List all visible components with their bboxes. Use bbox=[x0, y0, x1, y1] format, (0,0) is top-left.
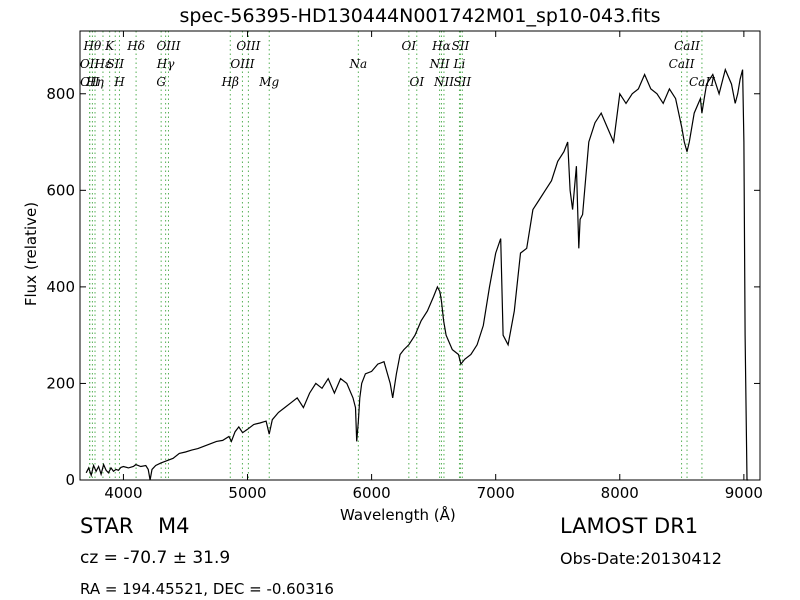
x-axis-label: Wavelength (Å) bbox=[340, 506, 456, 524]
line-marker-label: OII bbox=[80, 75, 100, 89]
object-class: STAR bbox=[80, 514, 134, 538]
line-marker-label: OI bbox=[409, 75, 424, 89]
line-marker-label: Li bbox=[453, 57, 466, 71]
line-marker-label: OI bbox=[402, 39, 417, 53]
line-marker-label: Hθ bbox=[83, 39, 102, 53]
plot-frame bbox=[79, 30, 761, 481]
line-markers bbox=[89, 31, 703, 480]
line-marker-label: SII bbox=[106, 57, 124, 71]
line-marker-label: H bbox=[113, 75, 125, 89]
line-marker-label: SII bbox=[452, 39, 470, 53]
x-tick-label: 8000 bbox=[601, 484, 639, 502]
line-marker-label: K bbox=[104, 39, 115, 53]
x-tick-label: 4000 bbox=[104, 484, 142, 502]
line-marker-label: Hε bbox=[94, 57, 112, 71]
y-tick-label: 600 bbox=[46, 181, 75, 199]
x-tick-label: 5000 bbox=[228, 484, 266, 502]
line-marker-label: SII bbox=[453, 75, 471, 89]
y-tick-label: 800 bbox=[46, 85, 75, 103]
line-marker-label: Hδ bbox=[126, 39, 145, 53]
line-marker-label: Hα bbox=[431, 39, 451, 53]
line-marker-label: Mg bbox=[258, 75, 279, 89]
line-marker-label: OIII bbox=[156, 39, 180, 53]
x-tick-label: 9000 bbox=[725, 484, 763, 502]
obs-date: Obs-Date:20130412 bbox=[560, 549, 722, 568]
line-marker-label: NII bbox=[429, 57, 450, 71]
line-labels: OII OII Hθ Hη Hε K SII H Hδ G Hγ OIII Hβ OIII OIII Mg Na… bbox=[80, 39, 715, 89]
line-marker-label: CaII bbox=[674, 39, 700, 53]
y-tick-label: 0 bbox=[65, 471, 75, 489]
line-marker-label: Hη bbox=[85, 75, 104, 89]
chart-title: spec-56395-HD130444N001742M01_sp10-043.f… bbox=[179, 5, 661, 27]
line-marker-label: OIII bbox=[230, 57, 254, 71]
y-tick-label: 200 bbox=[46, 374, 75, 392]
axis-ticks: 4000 5000 6000 7000 8000 9000 0 200 400 600 800 bbox=[46, 31, 763, 502]
coordinates: RA = 194.45521, DEC = -0.60316 bbox=[80, 580, 334, 598]
line-marker-label: Hγ bbox=[156, 57, 175, 71]
redshift-text: cz = -70.7 ± 31.9 bbox=[80, 548, 231, 568]
line-marker-label: NII bbox=[433, 75, 454, 89]
y-tick-label: 400 bbox=[46, 278, 75, 296]
line-marker-label: CaII bbox=[669, 57, 695, 71]
line-marker-label: OIII bbox=[236, 39, 260, 53]
x-tick-label: 7000 bbox=[477, 484, 515, 502]
line-marker-label: CaII bbox=[689, 75, 715, 89]
line-marker-label: G bbox=[156, 75, 166, 89]
object-subclass: M4 bbox=[158, 514, 190, 538]
survey-name: LAMOST DR1 bbox=[560, 514, 699, 538]
line-marker-label: OII bbox=[80, 57, 100, 71]
y-axis-label: Flux (relative) bbox=[22, 201, 40, 307]
x-tick-label: 6000 bbox=[353, 484, 391, 502]
spectrum-line bbox=[85, 67, 749, 481]
line-marker-label: Hβ bbox=[221, 75, 239, 89]
line-marker-label: Na bbox=[349, 57, 368, 71]
